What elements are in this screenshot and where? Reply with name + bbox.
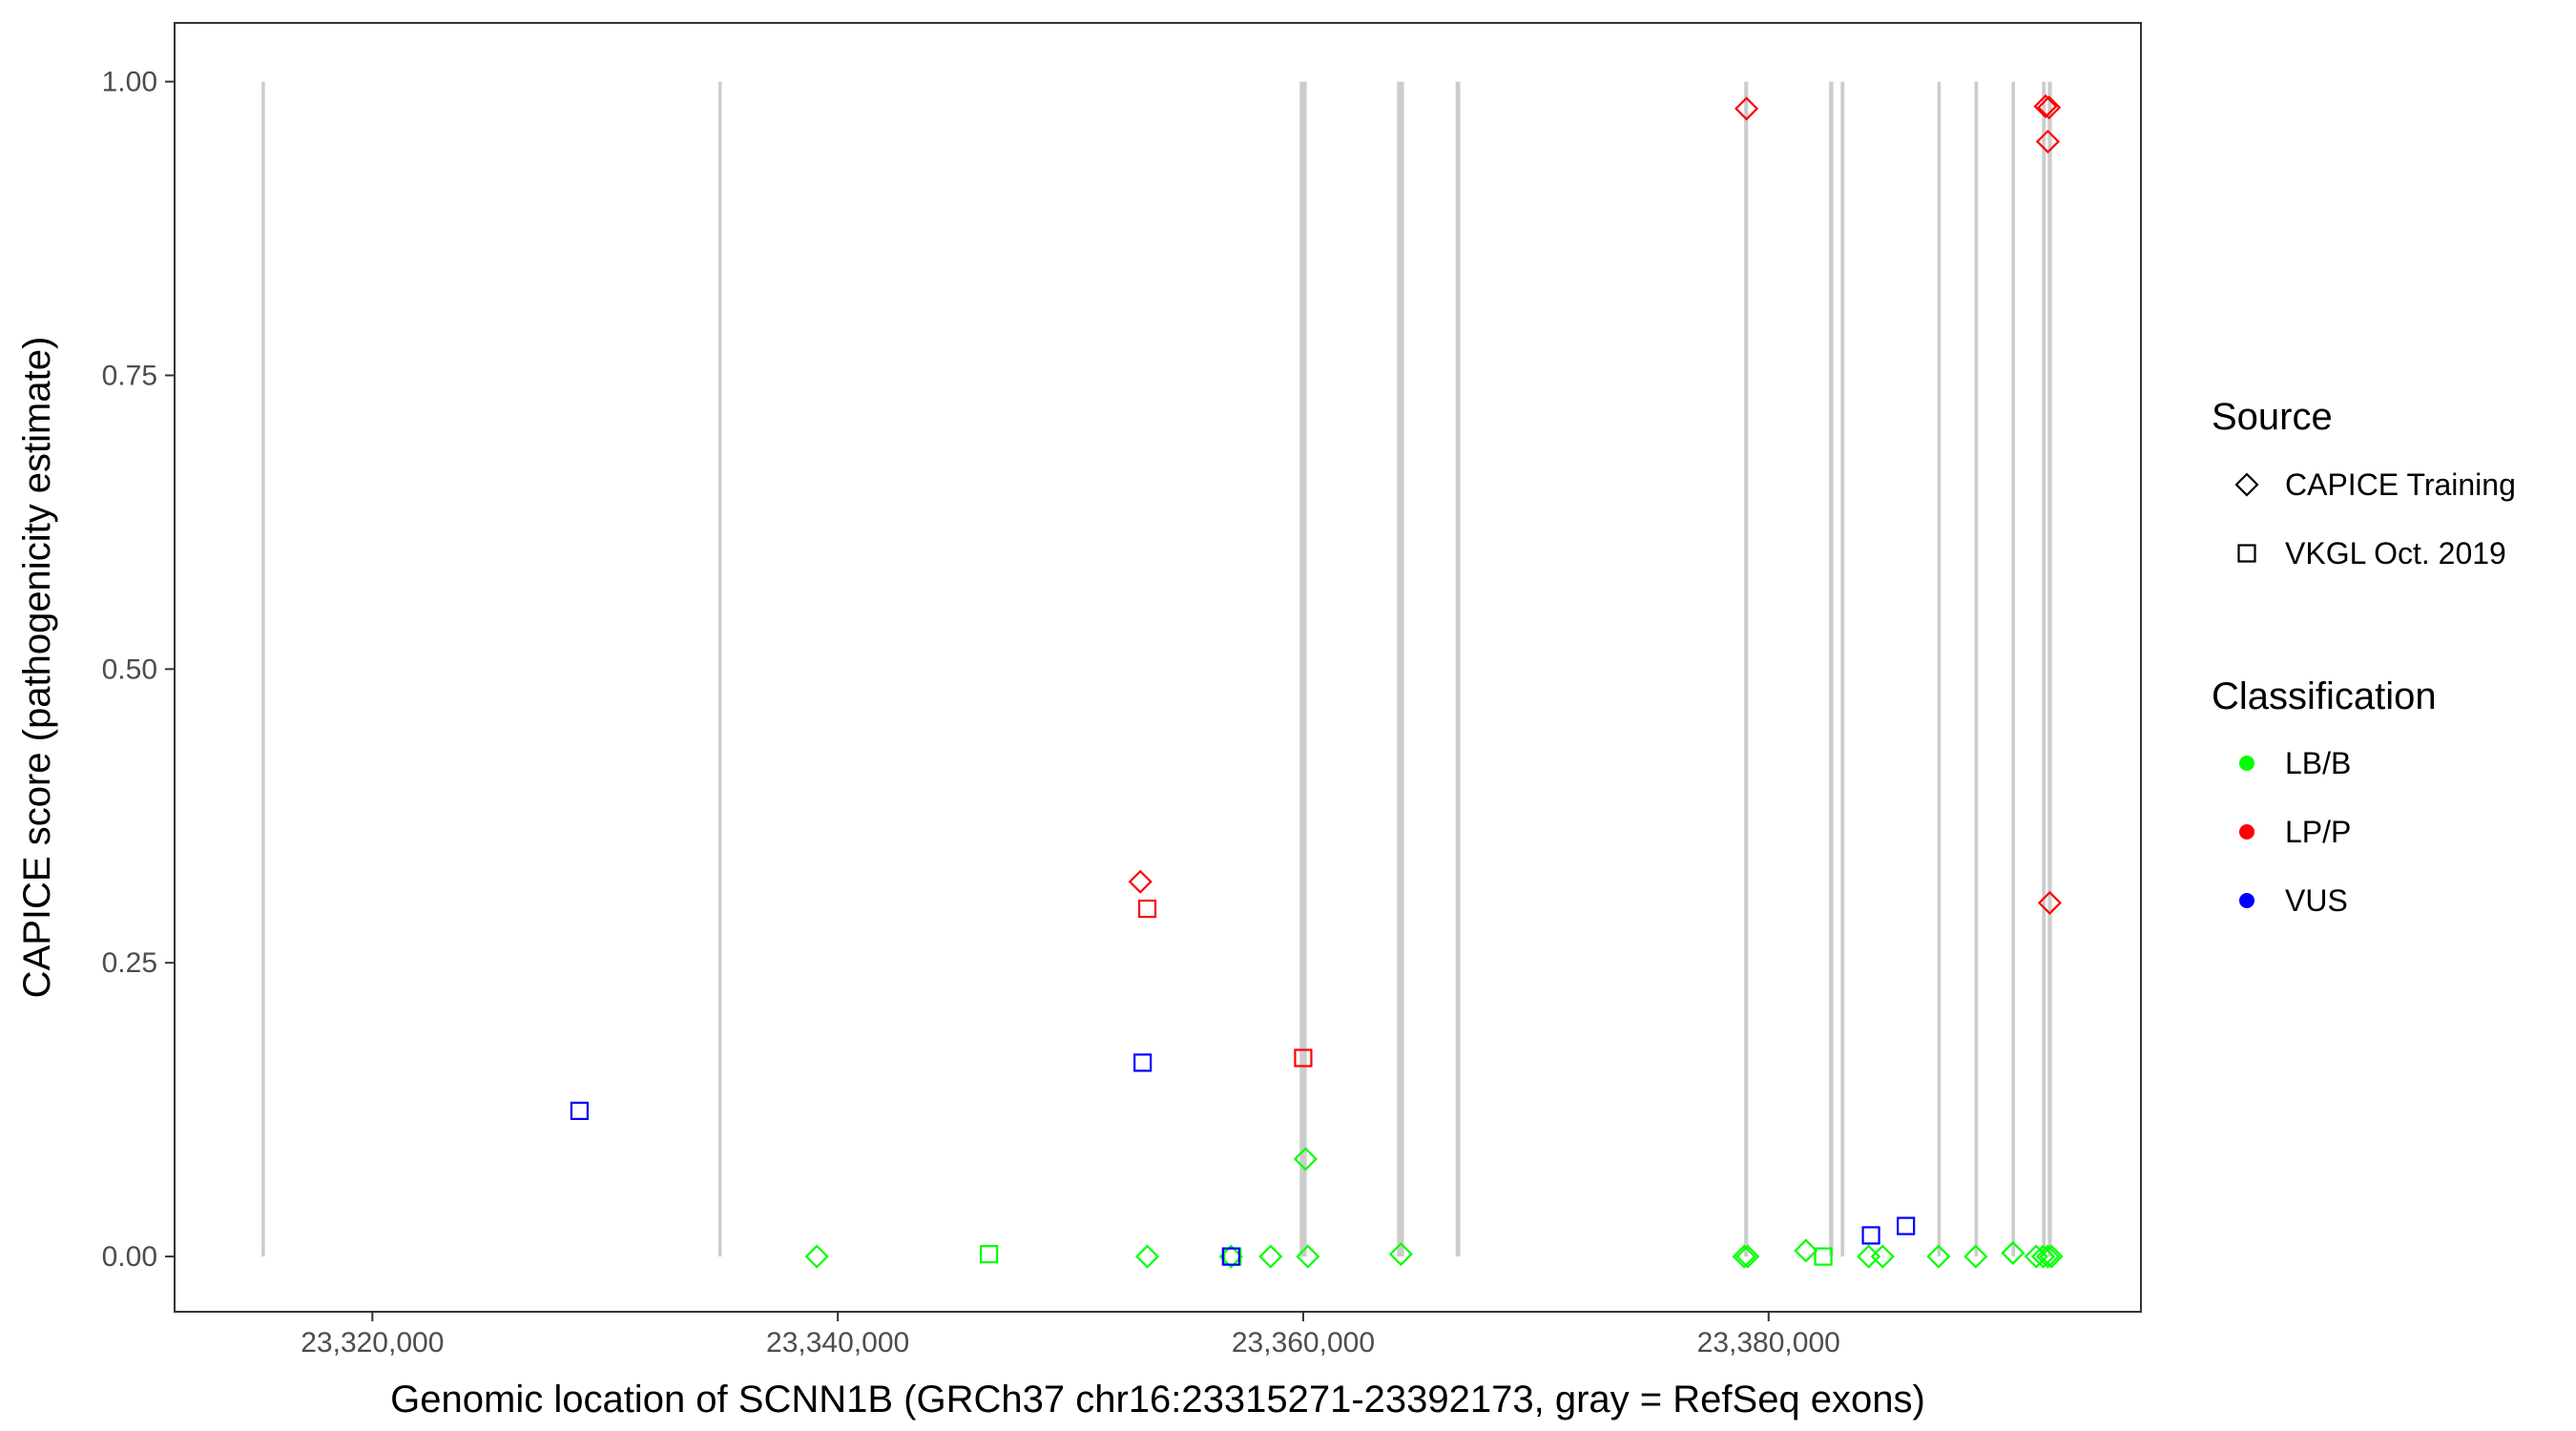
legend-classification-title: Classification xyxy=(2212,675,2437,717)
exon-bar xyxy=(261,81,265,1257)
axis-ticks: 23,320,000 23,340,000 23,360,000 23,380,000… xyxy=(102,67,1840,1358)
legend-entry-label: LP/P xyxy=(2285,815,2351,849)
legend-source-entries: CAPICE Training VKGL Oct. 2019 xyxy=(2234,467,2516,570)
exon-bar xyxy=(1840,81,1845,1257)
data-point xyxy=(2035,1244,2060,1269)
data-point xyxy=(1134,1244,1160,1269)
y-axis-title: CAPICE score (pathogenicity estimate) xyxy=(16,337,58,999)
x-tick-label: 23,360,000 xyxy=(1232,1327,1375,1358)
y-tick-label: 0.00 xyxy=(102,1241,157,1273)
data-point xyxy=(1137,899,1157,919)
exon-bar xyxy=(717,81,722,1257)
y-tick-label: 0.25 xyxy=(102,947,157,979)
data-point xyxy=(1133,1053,1153,1072)
data-point xyxy=(1296,1244,1320,1269)
legend: Source CAPICE Training VKGL Oct. 2019 Cla… xyxy=(2212,396,2516,918)
exon-bars xyxy=(261,81,2052,1257)
data-point xyxy=(1128,869,1153,894)
exon-bar xyxy=(1829,81,1834,1257)
data-point xyxy=(2037,95,2062,120)
data-point xyxy=(2031,1244,2056,1269)
data-points xyxy=(570,93,2064,1269)
data-point xyxy=(1293,1147,1318,1172)
x-tick-label: 23,380,000 xyxy=(1697,1327,1840,1358)
legend-key-square xyxy=(2237,544,2256,563)
y-tick-label: 0.50 xyxy=(102,653,157,685)
data-point xyxy=(1388,1242,1413,1267)
data-point xyxy=(2001,1240,2025,1265)
data-point xyxy=(1794,1238,1818,1263)
exon-bar xyxy=(1744,81,1749,1257)
exon-bar xyxy=(1299,81,1307,1257)
legend-entry-label: VKGL Oct. 2019 xyxy=(2285,536,2506,570)
exon-bar xyxy=(2042,81,2046,1257)
data-point xyxy=(1732,1244,1756,1269)
data-point xyxy=(1861,1226,1880,1245)
x-tick-label: 23,340,000 xyxy=(766,1327,909,1358)
data-point xyxy=(1735,96,1759,121)
exon-bar xyxy=(1937,81,1942,1257)
exon-bar xyxy=(2011,81,2015,1257)
data-point xyxy=(804,1244,829,1269)
legend-classification-entries: LB/B LP/P VUS xyxy=(2239,746,2351,918)
exon-bar xyxy=(2047,81,2052,1257)
data-point xyxy=(2037,890,2062,915)
legend-entry-label: VUS xyxy=(2285,883,2348,918)
data-point xyxy=(570,1101,589,1121)
exon-bar xyxy=(1397,81,1404,1257)
data-point xyxy=(2033,93,2058,118)
legend-key-dot xyxy=(2239,824,2254,840)
y-tick-label: 0.75 xyxy=(102,360,157,391)
data-point xyxy=(2035,129,2060,154)
data-point xyxy=(980,1245,999,1264)
data-point xyxy=(1963,1244,1988,1269)
data-point xyxy=(2039,1244,2064,1269)
x-axis-title: Genomic location of SCNN1B (GRCh37 chr16… xyxy=(390,1379,1925,1421)
data-point xyxy=(1897,1216,1916,1235)
data-point xyxy=(1926,1244,1951,1269)
legend-key-dot xyxy=(2239,893,2254,908)
data-point xyxy=(1221,1247,1240,1266)
legend-source-title: Source xyxy=(2212,396,2333,438)
legend-key-diamond xyxy=(2234,472,2259,497)
legend-entry-label: LB/B xyxy=(2285,746,2351,780)
data-point xyxy=(1258,1244,1283,1269)
data-point xyxy=(1870,1244,1895,1269)
legend-entry-label: CAPICE Training xyxy=(2285,467,2516,502)
data-point xyxy=(1735,1244,1760,1269)
exon-bar xyxy=(1974,81,1979,1257)
plot-panel-border xyxy=(174,22,2142,1313)
x-tick-label: 23,320,000 xyxy=(301,1327,444,1358)
exon-bar xyxy=(1455,81,1461,1257)
y-tick-label: 1.00 xyxy=(102,67,157,98)
legend-key-dot xyxy=(2239,756,2254,771)
data-point xyxy=(1294,1048,1313,1068)
data-point xyxy=(1857,1244,1881,1269)
data-point xyxy=(1814,1247,1833,1266)
